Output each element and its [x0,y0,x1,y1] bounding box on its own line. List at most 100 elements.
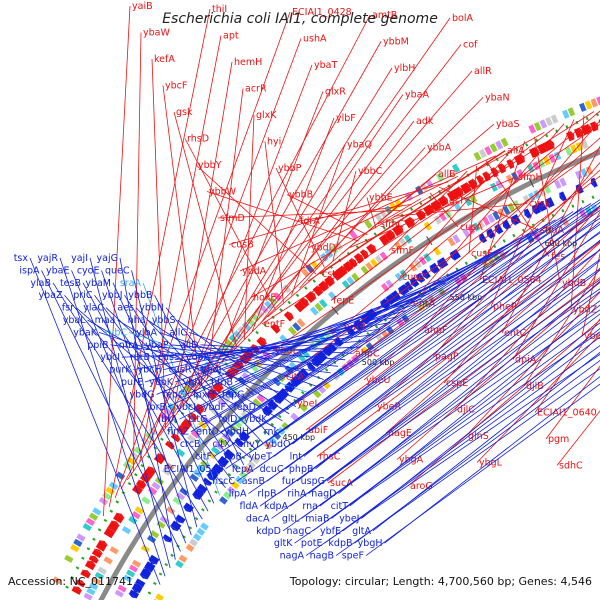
reverse-gene-label: nagD [311,489,336,500]
cog-category-block [374,254,384,265]
gene-arrowhead [531,205,537,216]
forward-gene-label: ybbW [209,187,237,198]
gene-arrowhead [86,560,97,566]
gene-arrowhead [299,299,307,309]
callout-line [352,137,600,354]
reverse-gene-label: rihA [287,489,307,500]
reverse-gene-label: tsx [14,253,29,264]
forward-gene-label: glxR [325,87,346,98]
cog-category-block [435,172,445,183]
cog-category-block [163,407,173,417]
cog-category-block [196,464,206,473]
gene-arrowhead [578,126,583,137]
gene-arrowhead [89,555,100,561]
cog-category-block [126,569,136,578]
cog-category-block [481,260,490,269]
cog-category-block [301,349,311,359]
gene-arrowhead [415,274,423,284]
reverse-gene-label: fldA [239,501,258,512]
reverse-gene-label: ybaP [145,340,168,351]
callout-line [41,270,181,552]
cog-category-block [379,251,389,261]
cog-category-block [505,174,514,184]
cog-category-block [209,407,219,416]
cog-category-block [580,168,588,178]
forward-gene-label: kefA [154,54,175,65]
gene-arrow [170,520,182,531]
callout-line [112,282,215,504]
forward-gene-label: ybcF [165,81,187,92]
gene-arrow [378,234,390,246]
cog-category-block [550,114,559,124]
gene-arrowhead [261,408,270,417]
cog-category-block [76,533,86,542]
callout-line [117,319,283,422]
gene-arrowhead [322,280,330,289]
forward-gene-label: pheP [493,302,517,313]
reverse-gene-label: nagB [310,551,334,562]
callout-line [432,162,600,357]
gene-arrowhead [169,525,179,532]
cog-category-block [85,517,96,527]
cog-category-block [159,515,169,524]
gene-arrow [359,249,369,260]
gene-arrow [270,324,280,334]
cog-category-block [105,486,115,496]
cog-category-block [121,525,132,535]
reverse-gene-label: citG [189,414,208,425]
forward-gene-label: nagE [388,428,412,439]
cog-category-block [364,219,373,229]
forward-gene-label: gsk [176,107,193,118]
forward-gene-label: ylbH [394,63,415,74]
forward-gene-label: acrR [245,84,267,95]
callout-line [271,288,600,519]
gene-arrowhead [502,220,508,231]
callout-line [236,232,600,482]
forward-gene-label: ybeM [584,331,600,342]
forward-gene-label: ushA [303,34,327,45]
rna-gene-label: sraA [120,278,142,289]
gene-arrow [482,171,491,182]
cog-category-block [482,216,491,226]
gene-arrowhead [341,265,348,274]
cog-category-block [375,333,385,343]
cog-category-block [370,258,379,268]
cog-category-block [447,237,456,247]
cog-category-block [328,291,337,301]
cog-category-block [102,491,112,501]
callout-line [228,97,484,356]
reverse-gene-label: fsr [62,303,74,314]
gene-arrowhead [500,162,507,173]
cog-category-block [322,380,331,390]
cog-category-block [300,268,310,278]
cog-category-block [288,361,298,371]
gene-arrow [203,477,213,486]
gene-arrowhead [272,396,281,405]
gene-arrowhead [587,123,592,134]
reverse-gene-label: cyoE [77,265,100,276]
forward-gene-label: cusB [231,240,254,251]
reverse-gene-label: ybcI [100,352,120,363]
callout-line [465,291,600,437]
cog-category-block [478,148,487,159]
reverse-gene-label: ybdF [203,402,226,413]
callout-line [220,215,565,432]
cog-category-block [230,480,240,490]
forward-gene-label: ybbE [369,193,393,204]
gene-arrow [537,200,547,212]
reverse-gene-label: queC [105,265,130,276]
cog-category-block [543,184,552,194]
callout-line [29,257,161,585]
cog-category-block [500,137,509,147]
cog-category-block [179,388,189,398]
gene-arrow [135,578,146,587]
forward-gene-label: rhsD [187,134,209,145]
cog-category-block [380,329,390,339]
cog-category-block [422,298,431,308]
gene-arrowhead [357,252,364,262]
reverse-gene-label: yajG [97,253,118,264]
reverse-gene-label: allD [180,340,198,351]
cog-category-block [438,212,447,222]
gene-arrow [103,527,116,539]
gene-arrowhead [182,506,192,513]
